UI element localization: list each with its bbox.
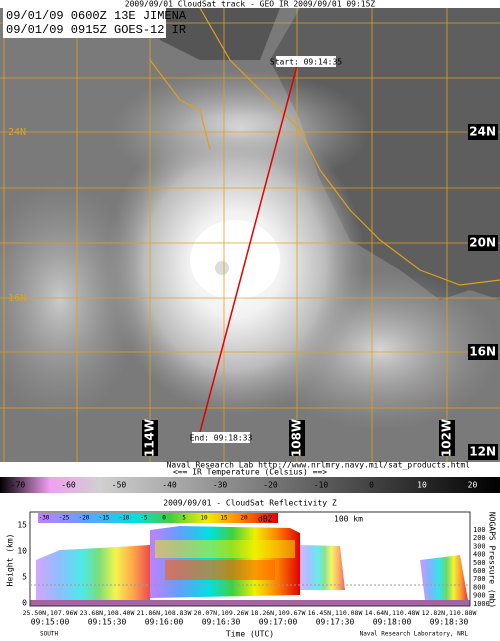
y2-tick-label: 400 — [473, 551, 486, 559]
dbz-tick-label: 15 — [220, 515, 228, 522]
y-tick-label: 10 — [17, 547, 27, 556]
end-box — [192, 432, 250, 443]
ir-tick-label: -60 — [61, 481, 76, 490]
lat-label-bg — [468, 124, 498, 140]
dbz-tick-label: -30 — [39, 515, 50, 522]
position-label: 14.64N,110.48W — [365, 609, 420, 617]
y2-tick-label: 100 — [473, 526, 486, 534]
time-label: 09:18:30 — [430, 618, 469, 627]
position-label: 20.07N,109.26W — [194, 609, 249, 617]
dbz-units: dBZ — [258, 515, 273, 524]
time-label: 09:18:00 — [373, 618, 412, 627]
ir-tick-label: 20 — [468, 481, 478, 490]
dbz-tick-label: -5 — [140, 515, 148, 522]
profile-credit: Naval Research Laboratory, NRL — [360, 631, 469, 638]
time-label: 09:16:30 — [202, 618, 241, 627]
ir-colorbar — [0, 477, 500, 493]
profile-plot — [29, 511, 471, 607]
track-start: Start: 09:14:35 — [270, 58, 342, 67]
x-label: Time (UTC) — [226, 630, 274, 639]
lat-label: 24N — [469, 125, 496, 139]
y2-tick-label: 1000 — [473, 600, 490, 608]
lat-label-bg — [468, 235, 498, 251]
time-label: 09:16:00 — [145, 618, 184, 627]
ir-tick-label: -40 — [162, 481, 177, 490]
dbz-tick-label: 5 — [182, 515, 186, 522]
dbz-tick-label: -25 — [59, 515, 70, 522]
lon-label: 102W — [440, 419, 454, 457]
faint-lat-label: 16N — [8, 293, 26, 304]
dbz-tick-label: 10 — [200, 515, 208, 522]
y2-tick-label: 600 — [473, 567, 486, 575]
ir-tick-label: -20 — [263, 481, 278, 490]
ir-tick-label: -70 — [11, 481, 26, 490]
dbz-tick-label: -15 — [99, 515, 110, 522]
lon-label-bg — [142, 420, 158, 456]
lon-label: 114W — [143, 419, 157, 457]
title: 2009/09/01 CloudSat track - GEO IR 2009/… — [125, 0, 376, 9]
ir-tick-label: -10 — [314, 481, 329, 490]
y-tick-label: 0 — [22, 599, 27, 608]
lon-label: 108W — [290, 419, 304, 457]
y-tick-label: 5 — [22, 573, 27, 582]
dbz-tick-label: -10 — [119, 515, 130, 522]
position-label: 23.68N,108.40W — [80, 609, 135, 617]
y2-tick-label: 800 — [473, 583, 486, 591]
y2-tick-label: 700 — [473, 575, 486, 583]
direction: SOUTH — [40, 631, 58, 638]
info-line: 09/01/09 0915Z GOES-12 IR — [6, 23, 186, 37]
y2-tick-label: 500 — [473, 559, 486, 567]
faint-lat-label: 24N — [8, 127, 26, 138]
track-end: End: 09:18:33 — [190, 434, 253, 443]
credit: Naval Research Lab http://www.nrlmry.nav… — [167, 461, 471, 470]
ir-tick-label: -30 — [213, 481, 228, 490]
ir-tick-label: -50 — [112, 481, 127, 490]
lon-label-bg — [439, 420, 455, 456]
position-label: 18.26N,109.67W — [251, 609, 306, 617]
dbz-tick-label: -20 — [79, 515, 90, 522]
position-label: 25.50N,107.96W — [23, 609, 78, 617]
lat-label-bg — [468, 444, 498, 460]
ir-caption: <== IR Temperature (Celsius) ==> — [173, 468, 327, 477]
info-box — [3, 8, 166, 38]
position-label: 12.82N,110.88W — [422, 609, 477, 617]
lon-label-bg — [289, 420, 305, 456]
time-label: 09:17:00 — [259, 618, 298, 627]
time-label: 09:15:30 — [88, 618, 127, 627]
satellite-image — [0, 7, 500, 462]
info-line: 09/01/09 0600Z 13E JIMENA — [6, 9, 187, 23]
start-box — [276, 56, 336, 67]
y-label: Height (km) — [6, 534, 15, 587]
y2-tick-label: 200 — [473, 534, 486, 542]
lat-label: 20N — [469, 236, 496, 250]
scale-label: 100 km — [334, 515, 363, 524]
y2-label: NOGAPS Pressure (mb) — [488, 512, 497, 608]
lat-label: 12N — [469, 445, 496, 459]
dbz-tick-label: 20 — [240, 515, 248, 522]
position-label: 16.45N,110.08W — [308, 609, 363, 617]
lat-label: 16N — [469, 345, 496, 359]
dbz-tick-label: 0 — [162, 515, 166, 522]
y2-tick-label: 300 — [473, 542, 486, 550]
time-label: 09:15:00 — [31, 618, 70, 627]
y-tick-label: 15 — [17, 521, 27, 530]
position-label: 21.86N,108.83W — [137, 609, 192, 617]
track-line — [199, 61, 299, 433]
time-label: 09:17:30 — [316, 618, 355, 627]
ir-tick-label: 10 — [417, 481, 427, 490]
y2-tick-label: 900 — [473, 592, 486, 600]
lat-label-bg — [468, 344, 498, 360]
profile-title: 2009/09/01 - CloudSat Reflectivity Z — [163, 499, 337, 508]
ir-tick-label: 0 — [369, 481, 374, 490]
